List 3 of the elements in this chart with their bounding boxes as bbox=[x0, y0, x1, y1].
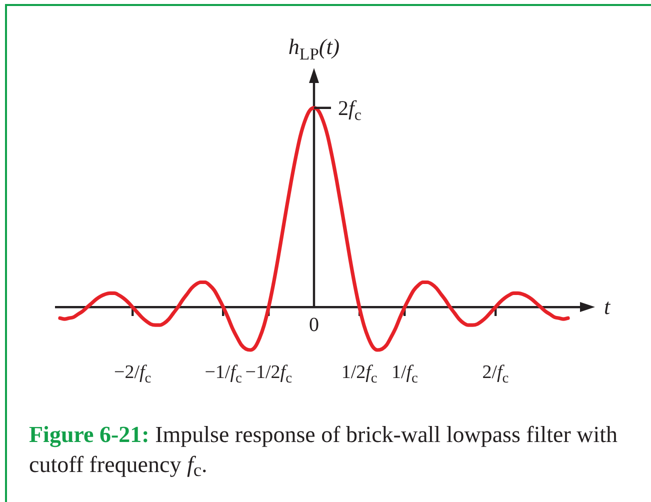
x-axis-title: t bbox=[604, 294, 611, 320]
caption: Figure 6-21: Impulse response of brick-wall lowpass filter with cutoff frequency f$_{c}$. bbox=[29, 422, 618, 480]
x-tick-label: 0 bbox=[309, 314, 319, 336]
